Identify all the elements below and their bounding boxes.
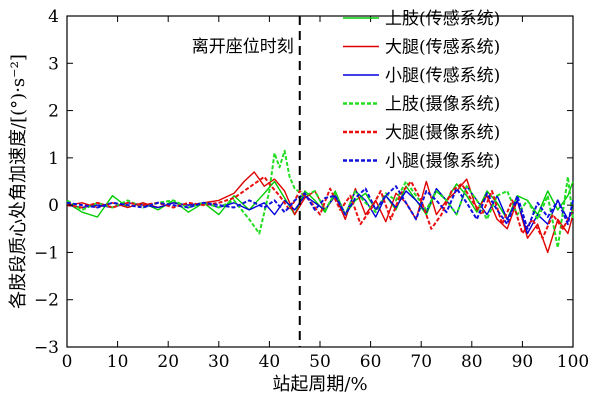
y-tick-label: −1	[34, 243, 59, 263]
y-tick-label: 0	[48, 196, 59, 216]
legend-label: 大腿(传感系统)	[385, 38, 500, 58]
y-tick-label: 4	[48, 7, 59, 27]
x-tick-label: 10	[107, 352, 129, 372]
x-tick-label: 40	[259, 352, 281, 372]
series-line	[66, 180, 574, 221]
x-axis: 0 10 20 30 40 50 60 70 80 90 100	[62, 16, 589, 372]
y-tick-label: 2	[48, 102, 59, 122]
legend-label: 大腿(摄像系统)	[385, 123, 500, 143]
series-line	[66, 171, 574, 254]
x-tick-label: 60	[360, 352, 382, 372]
y-tick-label: 1	[48, 149, 59, 169]
annotation-layer: 离开座位时刻	[192, 16, 301, 347]
lift-off-annotation: 离开座位时刻	[192, 37, 294, 57]
legend-label: 上肢(摄像系统)	[385, 95, 500, 115]
legend-label: 上肢(传感系统)	[385, 9, 500, 29]
x-tick-label: 100	[557, 352, 589, 372]
y-tick-label: 3	[48, 54, 59, 74]
x-tick-label: 0	[62, 352, 73, 372]
x-tick-label: 30	[208, 352, 230, 372]
x-tick-label: 50	[309, 352, 331, 372]
legend-label: 小腿(传感系统)	[385, 66, 500, 86]
y-tick-label: −3	[34, 338, 59, 358]
series-line	[66, 175, 574, 240]
legend: 上肢(传感系统) 大腿(传感系统) 小腿(传感系统) 上肢(摄像系统) 大腿(摄像系统)…	[343, 9, 500, 172]
legend-label: 小腿(摄像系统)	[385, 152, 500, 172]
y-axis: −3 −2 −1 0 1 2 3 4	[34, 7, 573, 358]
x-tick-label: 80	[461, 352, 483, 372]
x-tick-label: 20	[157, 352, 179, 372]
x-axis-title: 站起周期/%	[272, 374, 367, 395]
x-tick-label: 70	[410, 352, 432, 372]
x-tick-label: 90	[512, 352, 534, 372]
y-axis-title: 各肢段质心处角加速度/[(°)·s⁻²]	[8, 54, 29, 309]
y-tick-label: −2	[34, 291, 59, 311]
series-layer	[66, 149, 574, 254]
